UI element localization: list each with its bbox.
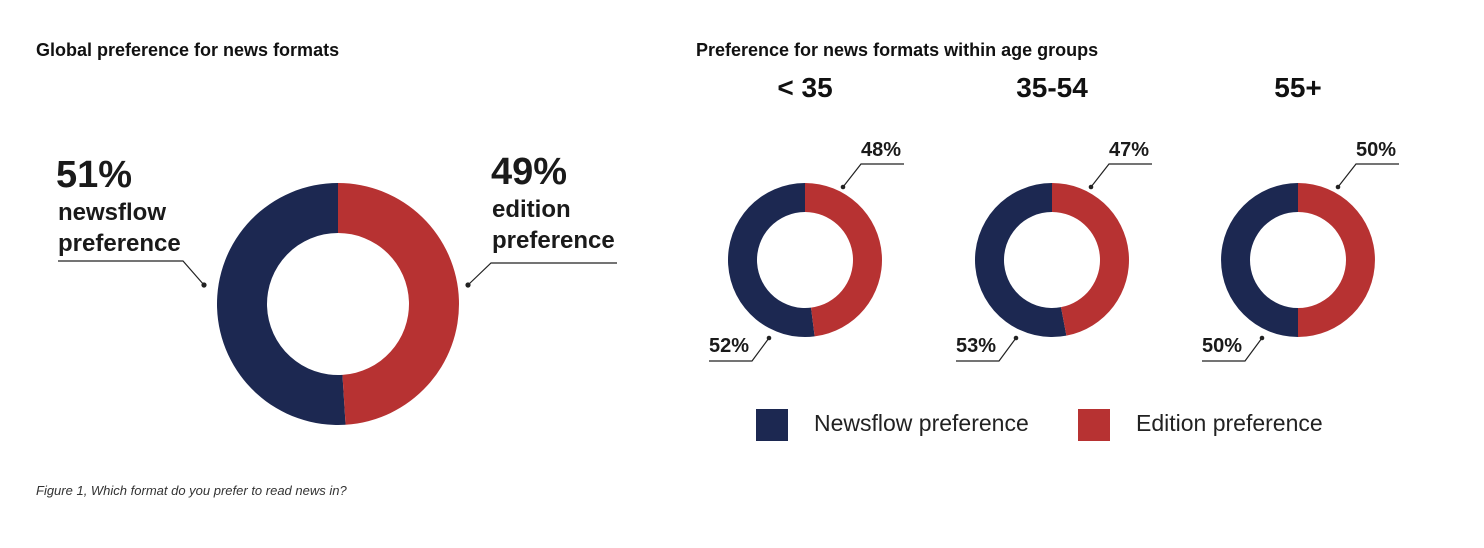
leader-under-35-newsflow xyxy=(709,337,770,362)
55-plus-edition-pct: 50% xyxy=(1356,139,1397,161)
legend-label-newsflow: Newsflow preference xyxy=(814,410,1029,436)
leader-global-newsflow xyxy=(58,260,205,286)
global-edition-label-line1: edition xyxy=(492,196,571,223)
global-newsflow-label-line1: newsflow xyxy=(58,199,167,226)
under-35-newsflow-pct: 52% xyxy=(709,335,750,357)
slice-35-54-newsflow xyxy=(975,183,1067,337)
global-newsflow-pct: 51% xyxy=(56,154,133,196)
leader-55-plus-newsflow xyxy=(1202,337,1263,362)
donut-35-54 xyxy=(975,183,1129,337)
global-chart-title: Global preference for news formats xyxy=(36,40,340,60)
leader-dot xyxy=(1088,184,1094,190)
leader-dot xyxy=(1335,184,1341,190)
35-54-edition-pct: 47% xyxy=(1109,139,1150,161)
leader-dot xyxy=(766,335,772,341)
leader-dot xyxy=(201,282,207,288)
slice-under-35-newsflow xyxy=(728,183,815,337)
global-slice-newsflow xyxy=(216,182,346,425)
legend-label-edition: Edition preference xyxy=(1136,410,1323,436)
leader-dot xyxy=(1259,335,1265,341)
group-title-55-plus: 55+ xyxy=(1274,72,1322,103)
leader-35-54-newsflow xyxy=(956,337,1017,362)
global-newsflow-label: newsflow preference xyxy=(58,197,181,259)
global-edition-pct: 49% xyxy=(491,151,568,193)
leader-35-54-edition xyxy=(1090,163,1152,188)
figure-caption: Figure 1, Which format do you prefer to … xyxy=(36,483,347,498)
slice-55-plus-edition xyxy=(1298,183,1375,337)
leader-dot xyxy=(465,282,471,288)
global-slice-edition xyxy=(338,183,459,425)
group-title-under-35: < 35 xyxy=(777,72,833,103)
leader-dot xyxy=(1013,335,1019,341)
under-35-edition-pct: 48% xyxy=(861,139,902,161)
slice-under-35-edition xyxy=(805,183,883,337)
age-groups-chart-title: Preference for news formats within age g… xyxy=(696,40,1099,60)
group-title-35-54: 35-54 xyxy=(1016,72,1088,103)
donut-55-plus xyxy=(1221,183,1375,337)
leader-55-plus-edition xyxy=(1337,163,1399,188)
donut-under-35 xyxy=(728,183,883,337)
legend-swatch-newsflow xyxy=(756,409,788,441)
slice-35-54-edition xyxy=(1052,183,1129,336)
leader-dot xyxy=(840,184,846,190)
global-newsflow-label-line2: preference xyxy=(58,230,181,257)
slice-55-plus-newsflow xyxy=(1221,183,1298,337)
55-plus-newsflow-pct: 50% xyxy=(1202,335,1243,357)
legend-swatch-edition xyxy=(1078,409,1110,441)
global-edition-label-line2: preference xyxy=(492,227,615,254)
leader-global-edition xyxy=(467,262,617,286)
35-54-newsflow-pct: 53% xyxy=(956,335,997,357)
leader-under-35-edition xyxy=(842,163,904,188)
global-edition-label: edition preference xyxy=(492,194,615,256)
global-donut xyxy=(216,182,459,425)
